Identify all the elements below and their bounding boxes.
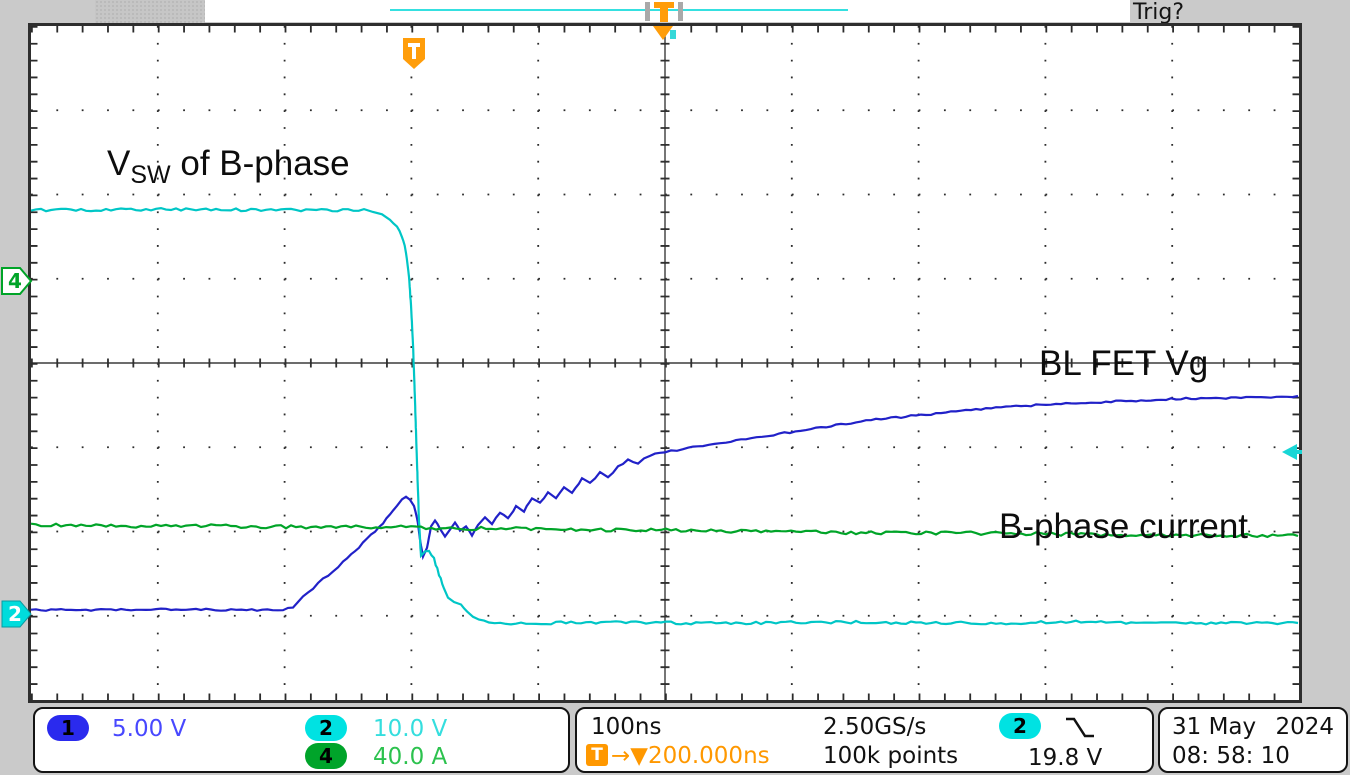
trace-ch4-b-phase-current [31,522,1299,539]
sample-rate-value: 2.50GS/s [823,714,927,740]
annotation-b-phase-current: B-phase current [999,507,1249,546]
record-t-marker-icon [654,2,674,8]
timebase-value: 100ns [591,714,662,740]
trigger-level-arrow-tail [1297,450,1302,454]
ch2-ground-marker: 2 [1,600,32,628]
trigger-status-text: Trig? [1133,0,1185,25]
horizontal-trigger-readout-box: 100ns 2.50GS/s 2 T →▼200.000ns 100k poin… [575,707,1154,773]
graticule: VSW of B-phase BL FET Vg B-phase current [28,23,1302,703]
trigger-delay-value: →▼200.000ns [611,743,770,769]
trigger-delay-t-chip: T [586,744,608,766]
date-year: 2024 [1275,714,1334,740]
annotation-bl-fet-vg: BL FET Vg [1039,344,1209,383]
trigger-source-badge: 2 [999,713,1041,739]
trace-ch1-bl-fet-vg [31,394,1299,612]
trigger-level-arrow-icon [1282,444,1297,460]
record-bracket-left-icon [645,2,650,21]
channel-readout-box: 1 5.00 V 2 10.0 V 4 40.0 A [33,707,570,773]
record-trigger-position-marker [645,2,683,22]
trigger-slope-falling-icon [1066,717,1094,738]
ch2-badge: 2 [305,715,347,741]
datetime-readout-box: 31 May 2024 08: 58: 10 [1158,707,1348,773]
ch4-ground-marker: 4 [1,267,33,295]
ch2-scale: 10.0 V [373,716,448,742]
ch4-badge: 4 [305,743,347,769]
ch1-scale: 5.00 V [112,716,187,742]
ch4-scale: 40.0 A [373,744,448,770]
trigger-level-value: 19.8 V [1028,745,1103,771]
vsw-subscript: SW [130,161,171,189]
svg-text:4: 4 [8,269,22,293]
svg-text:2: 2 [8,602,22,626]
annotation-vsw-of-b-phase: VSW of B-phase [107,144,350,189]
date-line: 31 May 2024 [1172,714,1334,740]
trace-ch2-vsw-of-b-phase [31,206,1299,626]
time-value: 08: 58: 10 [1172,743,1290,769]
trigger-point-flag-icon [403,38,425,69]
record-length-value: 100k points [823,743,959,769]
expansion-point-arrow-icon [653,26,673,40]
date-day: 31 May [1172,714,1257,740]
record-waveform-line [390,9,848,11]
record-bracket-right-icon [678,2,683,21]
top-dither-patch [95,0,205,25]
trigger-tick-icon [670,30,676,39]
ch1-badge: 1 [47,715,89,741]
